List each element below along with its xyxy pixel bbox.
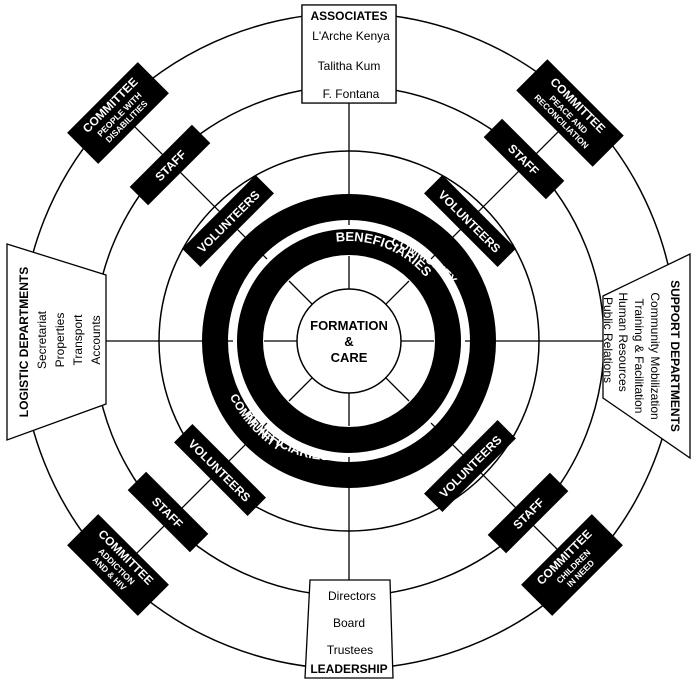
associates-title: ASSOCIATES <box>310 9 387 23</box>
committee-children: COMMITTEE CHILDREN IN NEED <box>521 514 623 616</box>
committee-addiction: COMMITTEE ADDICTION AND & HIV <box>67 514 169 616</box>
center-line1: FORMATION <box>310 318 388 333</box>
support-item: Training & Facilitation <box>632 299 646 414</box>
logistic-item: Secretariat <box>35 310 49 369</box>
staff-band-ne: STAFF <box>483 118 565 200</box>
leadership-item: Trustees <box>327 643 373 657</box>
logistic-item: Properties <box>53 313 67 368</box>
leadership-item: Directors <box>328 589 376 603</box>
leadership-item: Board <box>333 616 365 630</box>
staff-band-se: STAFF <box>487 472 569 554</box>
center-line3: CARE <box>331 350 368 365</box>
support-item: Community Mobilization <box>648 292 662 419</box>
center-circle <box>296 288 402 394</box>
community-ring <box>202 194 496 488</box>
leadership-box: Directors Board Trustees LEADERSHIP <box>304 579 394 679</box>
support-title: SUPPORT DEPARTMENTS <box>668 280 682 432</box>
logistic-title: LOGISTIC DEPARTMENTS <box>17 267 31 417</box>
leadership-title: LEADERSHIP <box>310 662 387 676</box>
associates-item: Talitha Kum <box>318 59 381 73</box>
support-item: Public Relations <box>601 297 615 383</box>
logistic-box: LOGISTIC DEPARTMENTS Secretariat Propert… <box>6 243 107 441</box>
staff-band-nw: STAFF <box>129 124 211 206</box>
center-line2: & <box>344 334 353 349</box>
support-item: Human Resources <box>616 292 630 391</box>
associates-box: ASSOCIATES L'Arche Kenya Talitha Kum F. … <box>301 4 397 104</box>
support-box: SUPPORT DEPARTMENTS Community Mobilizati… <box>601 252 691 460</box>
associates-item: F. Fontana <box>323 87 380 101</box>
logistic-item: Accounts <box>89 315 103 364</box>
associates-item: L'Arche Kenya <box>312 29 390 43</box>
logistic-item: Transport <box>71 314 85 366</box>
staff-band-sw: STAFF <box>127 471 209 553</box>
beneficiaries-ring <box>237 229 461 453</box>
